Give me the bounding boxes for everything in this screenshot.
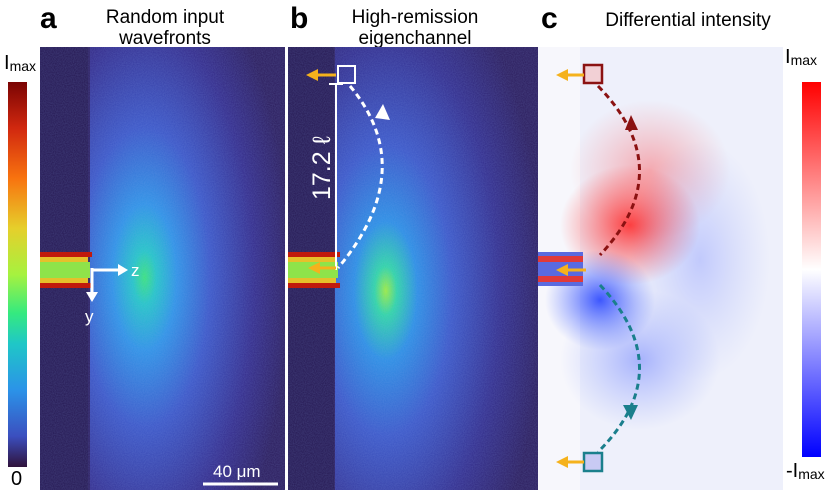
colorbar-left-top-sub: max — [9, 58, 37, 74]
colorbar-right-bottom-label: -Imax — [786, 460, 825, 483]
panel-a-title: Random input wavefronts — [95, 7, 235, 49]
panel-b-title-line2: eigenchannel — [358, 28, 472, 49]
y-axis-label: y — [85, 307, 94, 326]
panel-a-letter: a — [40, 2, 57, 35]
colorbar-left-top-main: I — [4, 52, 10, 74]
panel-b-title: High-remission eigenchannel — [340, 7, 490, 49]
colorbar-left-bottom-label: 0 — [11, 468, 23, 490]
colorbar-right-top-sub: max — [790, 52, 818, 68]
panel-b-letter: b — [290, 2, 309, 35]
colorbar-right — [802, 82, 821, 457]
distance-label: 17.2 ℓ — [308, 135, 336, 200]
colorbar-right-top-label: Imax — [785, 46, 817, 69]
high-remission-path — [336, 85, 384, 269]
panel-a-title-line2: wavefronts — [119, 28, 211, 49]
colorbar-right-bottom-main: -I — [786, 460, 799, 482]
panel-c-image — [538, 47, 783, 490]
colorbar-right-top-main: I — [785, 46, 791, 68]
z-axis-label: z — [131, 261, 140, 280]
colorbar-left-top-label: Imax — [4, 52, 36, 75]
panel-c-letter: c — [541, 2, 558, 35]
scale-bar-label: 40 μm — [213, 462, 261, 481]
panel-a-image: z y 40 μm — [40, 47, 285, 490]
teal-path — [596, 283, 641, 454]
panel-c-title: Differential intensity — [605, 10, 771, 31]
colorbar-right-bottom-sub: max — [798, 466, 825, 482]
colorbar-left — [8, 82, 27, 467]
panel-a-title-line1: Random input — [105, 7, 225, 28]
panel-b-title-line1: High-remission — [351, 7, 479, 28]
red-path — [596, 84, 641, 257]
panel-b-image: 17.2 ℓ — [288, 47, 538, 490]
